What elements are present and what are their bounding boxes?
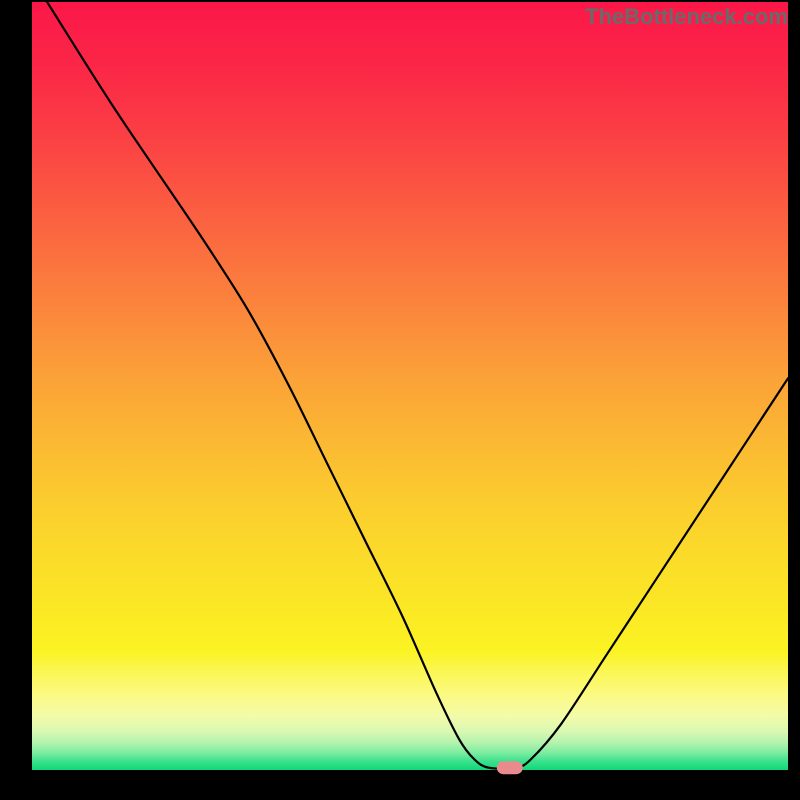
watermark-text: TheBottleneck.com [585,4,788,30]
plot-background-gradient [32,2,788,770]
chart-svg [0,0,800,800]
optimum-marker [497,761,523,774]
chart-root: TheBottleneck.com [0,0,800,800]
